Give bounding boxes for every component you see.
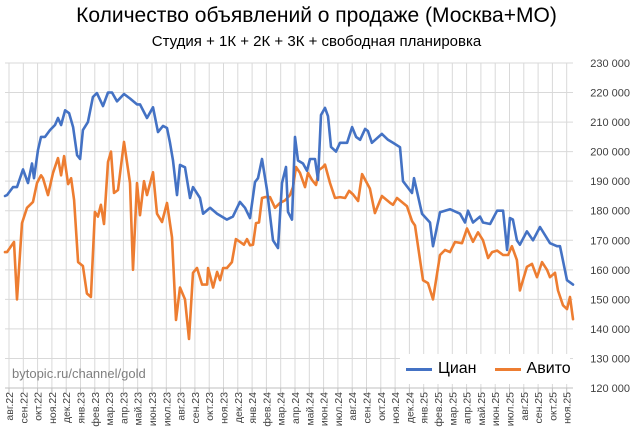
series-lines [3,91,575,341]
y-tick-label: 180 000 [590,206,630,218]
y-tick-label: 130 000 [590,353,630,365]
x-tick-label: окт.22 [33,392,45,421]
x-tick-label: авг.24 [347,392,359,421]
x-tick-label: янв.25 [419,392,431,424]
x-tick-label: мар.24 [276,392,288,426]
x-tick-label: апр.23 [118,392,130,424]
y-axis: 120 000 130 000 140 000 150 000 160 000 170 0… [590,58,630,395]
x-tick-label: дек.22 [61,392,73,423]
x-tick-label: июн.24 [319,392,331,426]
legend-swatch-cian [406,367,432,371]
y-tick-label: 210 000 [590,117,630,129]
gridlines [5,62,573,389]
x-tick-label: авг.23 [176,392,188,421]
x-tick-label: янв.24 [247,392,259,424]
x-tick-label: мар.23 [104,392,116,426]
chart-title: Количество объявлений о продаже (Москва+… [76,4,557,27]
y-tick-label: 220 000 [590,88,630,100]
y-tick-label: 150 000 [590,294,630,306]
x-tick-label: авг.22 [4,392,16,421]
x-tick-label: фев.24 [261,392,273,427]
series-line-avito [3,140,575,341]
y-tick-label: 120 000 [590,383,630,395]
x-tick-label: сен.25 [533,392,545,424]
x-tick-label: окт.23 [204,392,216,421]
x-tick-label: июн.25 [490,392,502,426]
legend-swatch-avito [494,367,521,371]
x-tick-label: дек.24 [404,392,416,423]
y-tick-label: 190 000 [590,176,630,188]
legend: Циан Авито [400,354,571,384]
x-tick-label: сен.24 [362,392,374,424]
y-tick-label: 200 000 [590,147,630,159]
y-tick-label: 170 000 [590,235,630,247]
x-tick-label: ноя.22 [47,392,59,424]
legend-label-cian: Циан [438,360,477,377]
x-tick-label: мар.25 [447,392,459,426]
legend-item-avito: Авито [494,360,571,378]
watermark: bytopic.ru/channel/gold [12,366,146,381]
x-tick-label: сен.22 [18,392,30,424]
x-tick-label: ноя.23 [219,392,231,424]
x-tick-label: авг.25 [519,392,531,421]
x-tick-label: фев.25 [433,392,445,427]
x-tick-label: июл.23 [161,392,173,426]
x-tick-label: апр.24 [290,392,302,424]
x-tick-label: июл.25 [505,392,517,426]
x-tick-label: фев.23 [90,392,102,427]
legend-item-cian: Циан [406,360,477,378]
legend-label-avito: Авито [526,360,571,377]
x-tick-label: ноя.25 [562,392,574,424]
x-tick-label: окт.25 [547,392,559,421]
x-tick-label: дек.23 [233,392,245,423]
x-tick-label: сен.23 [190,392,202,424]
series-line-cian [3,91,575,286]
y-tick-label: 160 000 [590,265,630,277]
x-tick-label: ноя.24 [390,392,402,424]
x-tick-label: май.23 [133,392,145,426]
x-tick-label: май.25 [476,392,488,426]
x-tick-label: июн.23 [147,392,159,426]
x-tick-label: окт.24 [376,392,388,421]
y-tick-label: 140 000 [590,324,630,336]
y-tick-label: 230 000 [590,58,630,70]
x-tick-label: янв.23 [76,392,88,424]
x-axis: авг.22 сен.22 окт.22 ноя.22 дек.22 янв.23 фев.… [4,387,574,427]
x-tick-label: май.24 [304,392,316,426]
x-tick-label: апр.25 [462,392,474,424]
chart-subtitle: Студия + 1К + 2К + 3К + свободная планир… [151,33,482,50]
x-tick-label: июл.24 [333,392,345,426]
